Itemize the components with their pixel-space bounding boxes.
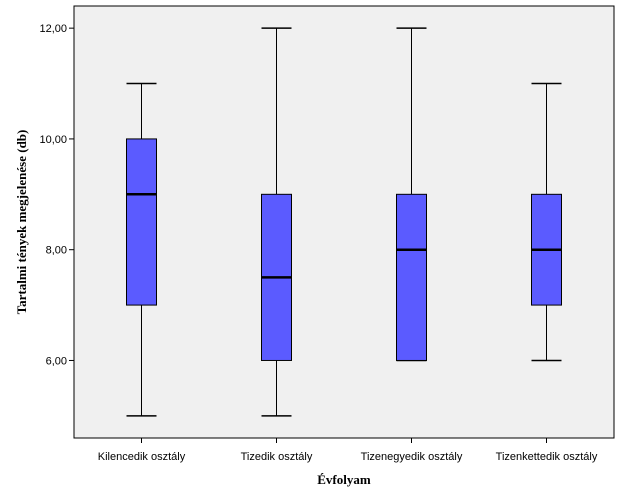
chart-marks [126,27,562,417]
box-group [126,82,157,417]
y-tick-label: 8,00 [46,245,67,257]
y-tick-label: 10,00 [39,134,67,146]
y-axis-title: Tartalmi tények megjelenése (db) [14,130,29,315]
y-tick-label: 12,00 [39,23,67,35]
x-tick-label: Tizenegyedik osztály [361,451,463,463]
box-group [396,27,427,362]
x-axis-title: Évfolyam [317,472,371,487]
iqr-box [396,193,427,361]
box-group [261,27,292,417]
x-tick-label: Tizedik osztály [241,451,313,463]
box-group [531,82,562,362]
plot-area [73,5,615,439]
iqr-box [126,138,157,306]
y-tick-label: 6,00 [46,355,67,367]
chart-axes: 6,00 8,00 10,00 12,00 Kilencedik osztály Tize… [39,23,597,463]
x-tick-label: Kilencedik osztály [98,451,186,463]
x-tick-label: Tizenkettedik osztály [496,451,598,463]
